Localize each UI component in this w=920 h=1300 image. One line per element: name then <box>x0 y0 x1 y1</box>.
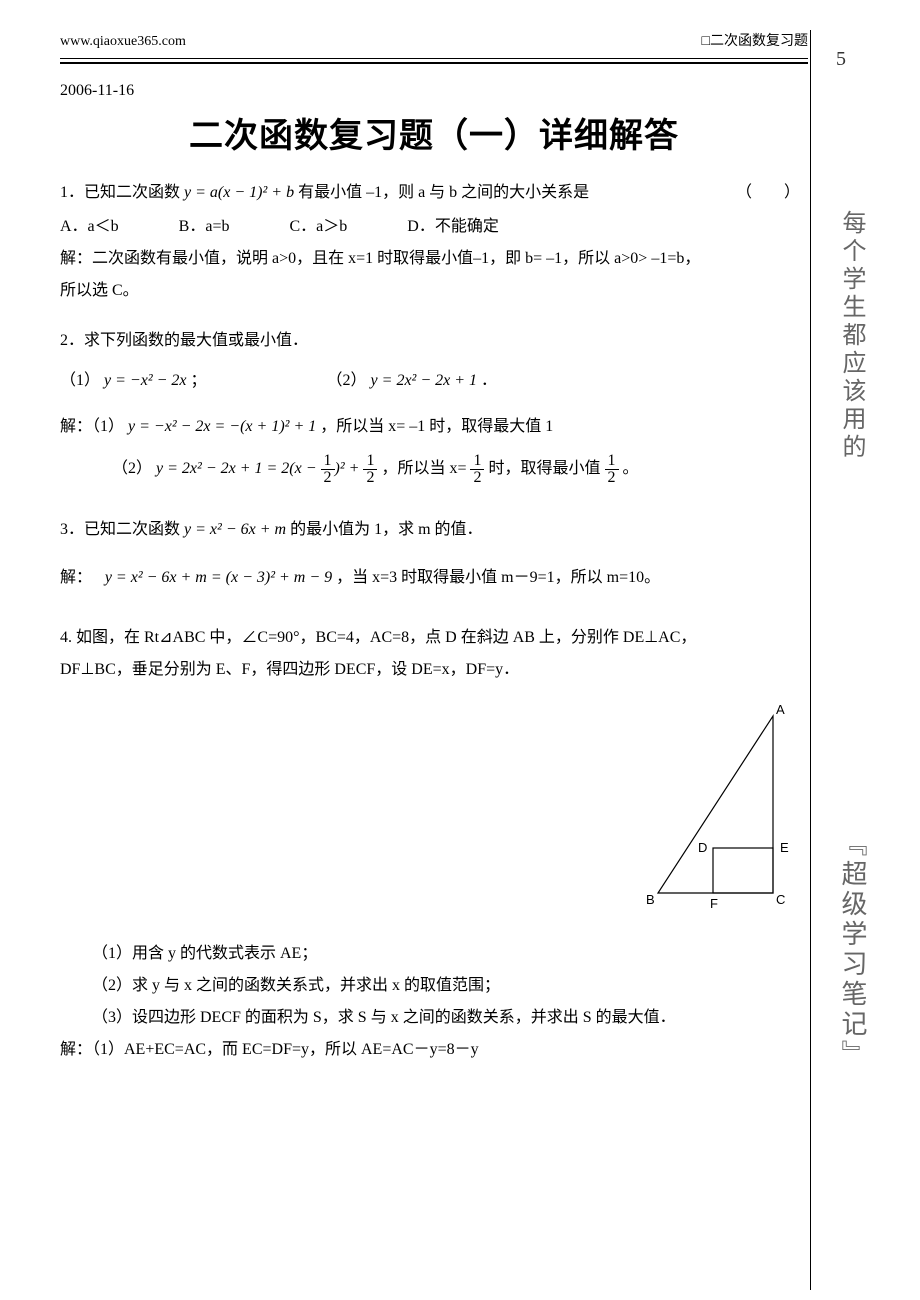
q2-p1-label: （1） <box>60 372 100 389</box>
diagram-label-C: C <box>776 892 785 907</box>
q2-parts: （1） y = −x² − 2x ； （2） y = 2x² − 2x + 1 … <box>60 365 808 397</box>
q3-sol-pre: 解： <box>60 569 92 586</box>
q1-optD: D．不能确定 <box>407 211 499 243</box>
header-url: www.qiaoxue365.com <box>60 34 186 50</box>
quote-close: ﹄ <box>838 1040 867 1070</box>
q2-p1-tail: ； <box>191 372 207 389</box>
q2-p2-formula: y = 2x² − 2x + 1 <box>371 372 478 389</box>
main-title: 二次函数复习题（一）详细解答 <box>60 108 808 157</box>
q2-p2-label: （2） <box>327 372 367 389</box>
q1-optC: C．a＞b <box>289 211 347 243</box>
page-number: 5 <box>836 48 846 71</box>
q2-sol2-post3: 。 <box>623 460 639 477</box>
q2-sol2-pre: （2） <box>112 460 152 477</box>
sidebar-text-1: 每个学生都应该用的 <box>834 210 869 462</box>
q4-line1: 4. 如图，在 Rt⊿ABC 中，∠C=90°，BC=4，AC=8，点 D 在斜… <box>60 622 808 654</box>
q2-p1-formula: y = −x² − 2x <box>104 372 187 389</box>
q1-stem: 1．已知二次函数 y = a(x − 1)² + b 有最小值 –1，则 a 与… <box>60 177 808 209</box>
diagram-label-F: F <box>710 896 718 911</box>
q4-sub1: （1）用含 y 的代数式表示 AE； <box>60 938 808 970</box>
header-rule-thick <box>60 62 808 64</box>
q1-solution-2: 所以选 C。 <box>60 275 808 307</box>
q3-sol-formula: y = x² − 6x + m = (x − 3)² + m − 9 <box>105 569 332 586</box>
q3-stem-formula: y = x² − 6x + m <box>184 521 286 538</box>
q3-stem: 3．已知二次函数 y = x² − 6x + m 的最小值为 1，求 m 的值． <box>60 514 808 546</box>
q1-optA: A．a＜b <box>60 211 119 243</box>
date: 2006-11-16 <box>60 82 808 100</box>
q1-stem-pre: 1．已知二次函数 <box>60 184 184 201</box>
q2-part2: （2） y = 2x² − 2x + 1 ． <box>327 365 498 397</box>
q2-sol2-formula: y = 2x² − 2x + 1 = 2(x − 12)² + 12 <box>156 460 381 477</box>
page-body: www.qiaoxue365.com □二次函数复习题 2006-11-16 二… <box>60 30 808 1066</box>
quote-open: ﹃ <box>838 830 867 860</box>
q4-sub3: （3）设四边形 DECF 的面积为 S，求 S 与 x 之间的函数关系，并求出 … <box>60 1002 808 1034</box>
q1-optB: B．a=b <box>179 211 230 243</box>
header-subject-text: 二次函数复习题 <box>710 34 808 49</box>
sidebar-text-2: ﹃超级学习笔记﹄ <box>834 830 871 1070</box>
q2-p2-tail: ． <box>481 372 497 389</box>
q2-stem: 2．求下列函数的最大值或最小值． <box>60 325 808 357</box>
q2-sol2-f-mid: )² + <box>335 460 364 477</box>
diagram-label-A: A <box>776 702 785 717</box>
q4-sub2: （2）求 y 与 x 之间的函数关系式，并求出 x 的取值范围； <box>60 970 808 1002</box>
q3-stem-pre: 3．已知二次函数 <box>60 521 184 538</box>
q2-part1: （1） y = −x² − 2x ； <box>60 365 207 397</box>
q1-paren: （ ） <box>736 177 808 209</box>
q4-diagram: A B C D E F <box>60 698 808 918</box>
q4-sol: 解：（1）AE+EC=AC，而 EC=DF=y，所以 AE=AC－y=8－y <box>60 1034 808 1066</box>
content-area: 1．已知二次函数 y = a(x − 1)² + b 有最小值 –1，则 a 与… <box>60 177 808 1066</box>
q1-formula: y = a(x − 1)² + b <box>184 184 294 201</box>
q1-solution-1: 解：二次函数有最小值，说明 a>0，且在 x=1 时取得最小值–1，即 b= –… <box>60 243 808 275</box>
q3-sol-post: ，当 x=3 时取得最小值 m－9=1，所以 m=10。 <box>336 569 660 586</box>
q3-sol: 解： y = x² − 6x + m = (x − 3)² + m − 9 ，当… <box>60 562 808 594</box>
q2-sol2-f-left: y = 2x² − 2x + 1 = 2(x − <box>156 460 321 477</box>
q4-line2: DF⊥BC，垂足分别为 E、F，得四边形 DECF，设 DE=x，DF=y． <box>60 654 808 686</box>
header-rule-thin <box>60 58 808 59</box>
q2-sol2: （2） y = 2x² − 2x + 1 = 2(x − 12)² + 12 ，… <box>60 453 808 486</box>
diagram-label-B: B <box>646 892 655 907</box>
header-subject-prefix: □ <box>702 34 710 49</box>
diagram-label-E: E <box>780 840 789 855</box>
q2-sol1-formula: y = −x² − 2x = −(x + 1)² + 1 <box>128 418 316 435</box>
q3-stem-post: 的最小值为 1，求 m 的值． <box>290 521 482 538</box>
q2-sol2-post1: ，所以当 x= <box>381 460 466 477</box>
header-subject: □二次函数复习题 <box>702 30 808 50</box>
q2-sol1: 解：（1） y = −x² − 2x = −(x + 1)² + 1 ，所以当 … <box>60 411 808 443</box>
q2-sol1-pre: 解：（1） <box>60 418 124 435</box>
right-vertical-rule <box>810 30 811 1290</box>
triangle-diagram: A B C D E F <box>618 698 808 918</box>
diagram-label-D: D <box>698 840 707 855</box>
q1-options: A．a＜b B．a=b C．a＞b D．不能确定 <box>60 211 808 243</box>
q1-stem-mid: 有最小值 –1，则 a 与 b 之间的大小关系是 <box>298 184 589 201</box>
sidebar-text-2-body: 超级学习笔记 <box>838 860 867 1040</box>
page-header: www.qiaoxue365.com □二次函数复习题 <box>60 30 808 56</box>
q2-sol1-post: ，所以当 x= –1 时，取得最大值 1 <box>320 418 553 435</box>
q2-sol2-post2: 时，取得最小值 <box>488 460 600 477</box>
